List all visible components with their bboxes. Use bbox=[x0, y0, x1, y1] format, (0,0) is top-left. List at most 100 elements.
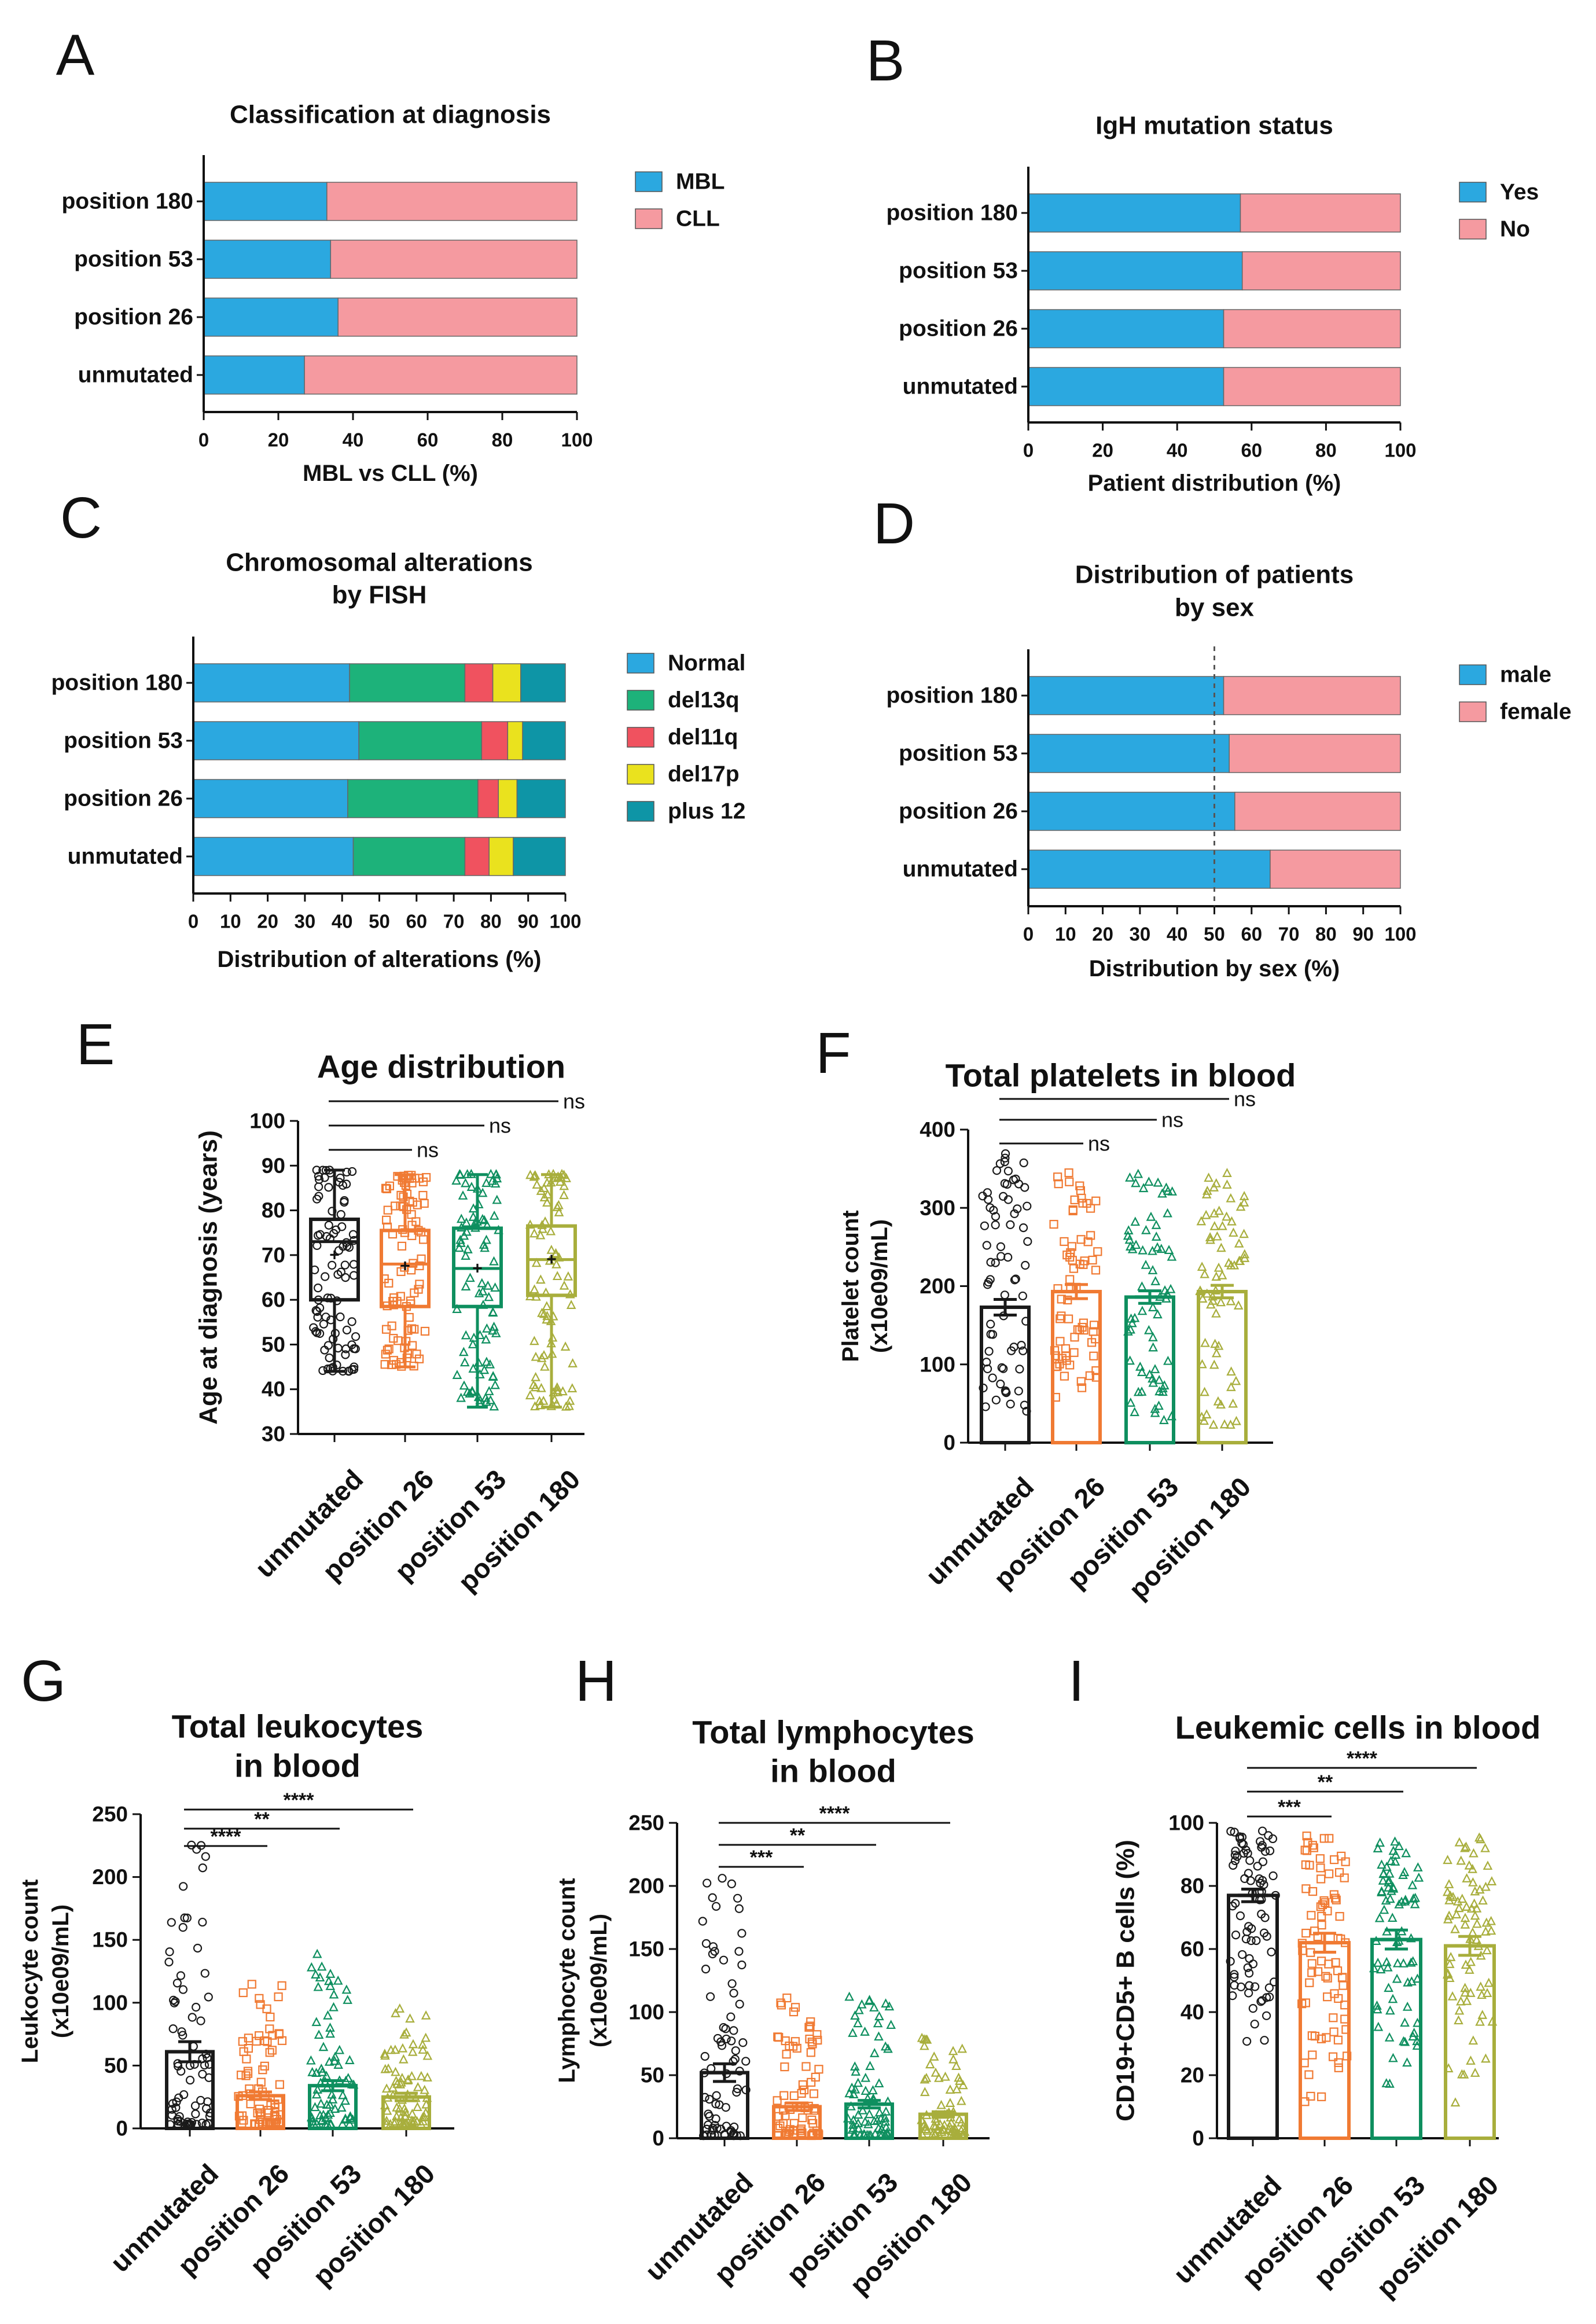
panel-f-data-point bbox=[1089, 1321, 1099, 1330]
panel-e-data-point bbox=[319, 1319, 329, 1329]
panel-h-data-point bbox=[805, 2034, 814, 2044]
panel-f-data-point bbox=[1167, 1251, 1177, 1261]
panel-h-data-point bbox=[880, 2116, 891, 2126]
panel-i-data-point bbox=[1334, 2058, 1343, 2067]
panel-e-data-point bbox=[525, 1390, 535, 1400]
panel-d-legend-swatch bbox=[1459, 701, 1487, 722]
panel-f-data-point bbox=[1018, 1291, 1027, 1301]
panel-e-data-point bbox=[542, 1197, 552, 1207]
panel-f-ytick-label: 0 bbox=[943, 1431, 955, 1455]
panel-c-bar-plus-12 bbox=[520, 663, 566, 703]
panel-e-significance-label: ns bbox=[489, 1114, 511, 1138]
panel-i-data-point bbox=[1372, 2001, 1382, 2010]
panel-i-data-point bbox=[1323, 1906, 1332, 1915]
panel-b-xtick-label: 20 bbox=[1092, 440, 1113, 461]
panel-f-data-point bbox=[1018, 1223, 1028, 1233]
panel-e-data-point bbox=[459, 1347, 469, 1356]
panel-c-legend-swatch bbox=[627, 764, 654, 785]
panel-g-data-point bbox=[165, 1947, 174, 1957]
panel-e-data-point bbox=[334, 1246, 344, 1255]
panel-i-data-point bbox=[1470, 2068, 1480, 2077]
panel-e-data-point bbox=[481, 1178, 491, 1187]
panel-f-data-point bbox=[1209, 1359, 1219, 1369]
panel-e-data-point bbox=[313, 1284, 323, 1293]
panel-g-data-point bbox=[380, 2064, 391, 2073]
panel-e-data-point bbox=[462, 1226, 472, 1236]
panel-i-data-point bbox=[1414, 1872, 1424, 1882]
panel-i-data-point bbox=[1465, 1988, 1476, 1997]
panel-i-data-point bbox=[1476, 1981, 1486, 1991]
panel-f-data-point bbox=[983, 1280, 992, 1289]
panel-i-data-point bbox=[1477, 2010, 1488, 2019]
panel-e-data-point bbox=[489, 1210, 499, 1220]
panel-h-data-point bbox=[958, 2080, 968, 2090]
panel-g-data-point bbox=[264, 2106, 273, 2115]
panel-g-data-point bbox=[275, 2080, 284, 2089]
panel-letter-g: G bbox=[21, 1649, 66, 1713]
panel-f-data-point bbox=[988, 1373, 997, 1382]
panel-i-data-point bbox=[1386, 1856, 1396, 1865]
panel-e-data-point bbox=[454, 1242, 464, 1252]
panel-h-data-point bbox=[705, 2112, 714, 2121]
panel-d-bar-female bbox=[1270, 850, 1401, 889]
panel-i-data-point bbox=[1398, 1958, 1409, 1968]
panel-i-data-point bbox=[1481, 1881, 1491, 1891]
panel-h-data-point bbox=[718, 1874, 727, 1883]
panel-f-data-point bbox=[1069, 1264, 1079, 1273]
panel-i-data-point bbox=[1252, 1936, 1261, 1946]
panel-g-data-point bbox=[256, 2000, 265, 2009]
panel-e-data-point bbox=[468, 1363, 479, 1373]
panel-f-data-point bbox=[1130, 1407, 1140, 1417]
panel-h-data-point bbox=[874, 2107, 885, 2117]
panel-f-data-point bbox=[1214, 1205, 1224, 1215]
panel-i-data-point bbox=[1246, 1936, 1256, 1946]
panel-i-data-point bbox=[1230, 1856, 1240, 1866]
panel-i-data-point bbox=[1484, 1977, 1494, 1987]
panel-f-data-point bbox=[1151, 1220, 1161, 1229]
panel-a-category-label: position 26 bbox=[74, 305, 193, 330]
panel-f-data-point bbox=[1153, 1177, 1163, 1187]
panel-f-data-point bbox=[1083, 1237, 1093, 1246]
panel-g-data-point bbox=[255, 2104, 264, 2114]
panel-i-data-point bbox=[1460, 1983, 1470, 1992]
panel-c-legend-swatch bbox=[627, 801, 654, 822]
panel-i-data-point bbox=[1472, 1918, 1482, 1928]
panel-f-data-point bbox=[999, 1364, 1008, 1373]
panel-f-data-point bbox=[1202, 1185, 1212, 1195]
panel-f-data-point bbox=[1069, 1348, 1079, 1357]
panel-h-data-point bbox=[738, 2038, 748, 2047]
panel-e-data-point bbox=[456, 1214, 466, 1223]
panel-d-xtick-label: 30 bbox=[1130, 924, 1151, 945]
panel-b-xtick-label: 100 bbox=[1384, 440, 1416, 461]
panel-i-data-point bbox=[1403, 1977, 1413, 1987]
panel-f-data-point bbox=[1137, 1306, 1148, 1315]
panel-i-data-point bbox=[1482, 1945, 1492, 1955]
panel-h-data-point bbox=[935, 2119, 945, 2128]
panel-i-data-point bbox=[1230, 1827, 1239, 1837]
panel-h-data-point bbox=[844, 2088, 854, 2098]
panel-g-data-point bbox=[266, 2012, 275, 2022]
panel-d-bar-male bbox=[1028, 792, 1235, 831]
panel-e-data-point bbox=[462, 1387, 473, 1396]
panel-f-y-axis-label: Platelet count bbox=[838, 1210, 863, 1362]
panel-b-bar-no bbox=[1223, 309, 1401, 348]
panel-c-legend-swatch bbox=[627, 653, 654, 674]
panel-i-data-point bbox=[1462, 1873, 1472, 1882]
panel-f-data-point bbox=[1205, 1234, 1215, 1244]
panel-h-data-point bbox=[785, 2041, 794, 2051]
panel-g-data-point bbox=[263, 2037, 272, 2046]
panel-h-data-point bbox=[730, 2054, 740, 2064]
panel-e-data-point bbox=[468, 1339, 478, 1348]
panel-h-y-axis-label: (x10e09/mL) bbox=[586, 1914, 612, 2047]
panel-f-data-point bbox=[1235, 1201, 1246, 1211]
panel-f-data-point bbox=[1070, 1333, 1079, 1342]
panel-i-data-point bbox=[1470, 1886, 1480, 1896]
panel-g-data-point bbox=[312, 2084, 322, 2094]
panel-d-xtick-label: 100 bbox=[1384, 924, 1416, 945]
panel-i-data-point bbox=[1443, 1855, 1452, 1865]
panel-b-category-label: position 53 bbox=[899, 259, 1018, 284]
panel-f-data-point bbox=[1239, 1229, 1249, 1238]
panel-i-data-point bbox=[1475, 2016, 1485, 2026]
panel-g-data-point bbox=[265, 2024, 274, 2034]
panel-h-data-point bbox=[920, 2040, 929, 2050]
